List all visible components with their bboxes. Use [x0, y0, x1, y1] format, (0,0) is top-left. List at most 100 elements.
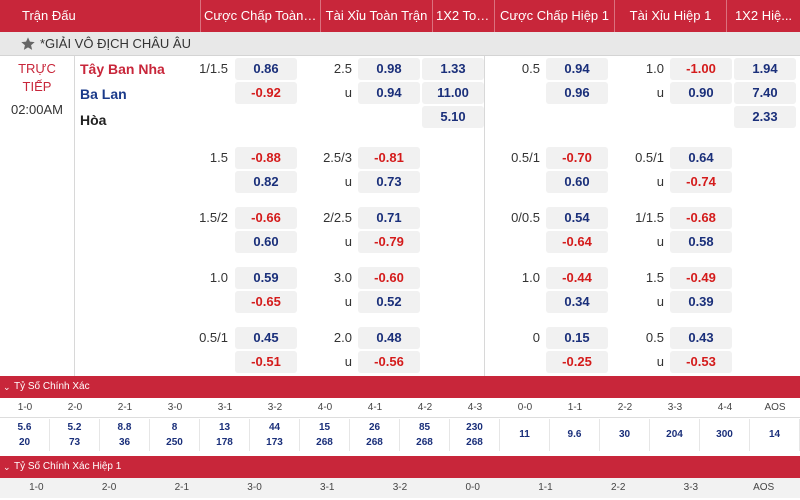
ft-1x2-draw-odd[interactable]: 5.10 — [422, 106, 484, 128]
score-odd[interactable]: 268 — [466, 437, 483, 448]
col-h1-1x2[interactable]: 1X2 Hiệ... — [726, 0, 800, 32]
ft-1x2-away-odd[interactable]: 11.00 — [422, 82, 484, 104]
star-icon[interactable] — [20, 36, 36, 52]
h1-1x2-draw-odd[interactable]: 2.33 — [734, 106, 796, 128]
score-odd[interactable]: 268 — [366, 437, 383, 448]
h1-handicap-home-odd[interactable]: 0.15 — [546, 327, 608, 349]
chevron-down-icon[interactable]: ⌄ — [3, 462, 11, 472]
h1-handicap-away-odd[interactable]: 0.34 — [546, 291, 608, 313]
col-h1-over-under[interactable]: Tài Xỉu Hiệp 1 — [614, 0, 726, 32]
h1-ou-under-odd[interactable]: 0.58 — [670, 231, 732, 253]
h1-handicap-line: 0/0.5 — [511, 210, 540, 225]
col-ft-handicap[interactable]: Cược Chấp Toàn ... — [200, 0, 320, 32]
score-odd[interactable]: 173 — [266, 437, 283, 448]
ft-handicap-home-odd[interactable]: -0.66 — [235, 207, 297, 229]
h1-handicap-away-odd[interactable]: 0.96 — [546, 82, 608, 104]
score-odd-cell[interactable]: 85 268 — [400, 419, 450, 451]
ft-handicap-home-odd[interactable]: 0.45 — [235, 327, 297, 349]
h1-ou-over-odd[interactable]: 0.43 — [670, 327, 732, 349]
correct-score-h1-header[interactable]: ⌄ Tỷ Số Chính Xác Hiệp 1 — [0, 456, 800, 478]
ft-handicap-away-odd[interactable]: 0.60 — [235, 231, 297, 253]
score-odd-cell[interactable]: 204 — [650, 419, 700, 451]
h1-handicap-home-odd[interactable]: 0.94 — [546, 58, 608, 80]
ft-ou-under-odd[interactable]: 0.52 — [358, 291, 420, 313]
league-bar[interactable]: *GIẢI VÔ ĐỊCH CHÂU ÂU — [0, 32, 800, 56]
score-odd[interactable]: 8 — [171, 422, 178, 433]
score-odd[interactable]: 250 — [166, 437, 183, 448]
score-odd-cell[interactable]: 5.6 20 — [0, 419, 50, 451]
ft-handicap-away-odd[interactable]: -0.92 — [235, 82, 297, 104]
score-odd-cell[interactable]: 26 268 — [350, 419, 400, 451]
score-odd-cell[interactable]: 44 173 — [250, 419, 300, 451]
score-odd[interactable]: 36 — [118, 437, 131, 448]
ft-ou-over-odd[interactable]: -0.81 — [358, 147, 420, 169]
score-odd[interactable]: 8.8 — [117, 422, 132, 433]
score-odd[interactable]: 268 — [416, 437, 433, 448]
h1-handicap-away-odd[interactable]: -0.64 — [546, 231, 608, 253]
score-odd[interactable]: 85 — [418, 422, 431, 433]
score-odd[interactable]: 44 — [268, 422, 281, 433]
score-odd-cell[interactable]: 15 268 — [300, 419, 350, 451]
ft-ou-under-label: u — [344, 354, 352, 369]
h1-handicap-home-odd[interactable]: -0.44 — [546, 267, 608, 289]
h1-ou-under-odd[interactable]: 0.90 — [670, 82, 732, 104]
h1-handicap-away-odd[interactable]: -0.25 — [546, 351, 608, 373]
score-odd[interactable]: 20 — [18, 437, 31, 448]
chevron-down-icon[interactable]: ⌄ — [3, 382, 11, 392]
h1-ou-under-odd[interactable]: -0.74 — [670, 171, 732, 193]
score-odd-cell[interactable]: 230 268 — [450, 419, 500, 451]
live-label-2: TIẾP — [22, 79, 52, 94]
h1-ou-over-odd[interactable]: -0.49 — [670, 267, 732, 289]
h1-handicap-home-odd[interactable]: 0.54 — [546, 207, 608, 229]
h1-ou-under-odd[interactable]: -0.53 — [670, 351, 732, 373]
ft-ou-under-odd[interactable]: 0.73 — [358, 171, 420, 193]
score-odd-cell[interactable]: 300 — [700, 419, 750, 451]
ft-ou-over-odd[interactable]: -0.60 — [358, 267, 420, 289]
h1-1x2-home-odd[interactable]: 1.94 — [734, 58, 796, 80]
score-odd-cell[interactable]: 14 — [750, 419, 800, 451]
score-odd-cell[interactable]: 8 250 — [150, 419, 200, 451]
ft-1x2-home-odd[interactable]: 1.33 — [422, 58, 484, 80]
score-odd[interactable]: 5.2 — [67, 422, 82, 433]
ft-ou-under-odd[interactable]: 0.94 — [358, 82, 420, 104]
ft-ou-over-odd[interactable]: 0.98 — [358, 58, 420, 80]
ft-handicap-away-odd[interactable]: -0.51 — [235, 351, 297, 373]
col-h1-handicap[interactable]: Cược Chấp Hiệp 1 — [494, 0, 614, 32]
score-odd[interactable]: 73 — [68, 437, 81, 448]
ft-handicap-home-odd[interactable]: 0.59 — [235, 267, 297, 289]
score-odd[interactable]: 230 — [466, 422, 483, 433]
score-odd-cell[interactable]: 5.2 73 — [50, 419, 100, 451]
col-match[interactable]: Trận Đấu — [22, 8, 76, 23]
ft-handicap-home-odd[interactable]: 0.86 — [235, 58, 297, 80]
h1-1x2-away-odd[interactable]: 7.40 — [734, 82, 796, 104]
ft-handicap-away-odd[interactable]: -0.65 — [235, 291, 297, 313]
score-odd-cell[interactable]: 9.6 — [550, 419, 600, 451]
score-odd[interactable]: 15 — [318, 422, 331, 433]
ft-handicap-away-odd[interactable]: 0.82 — [235, 171, 297, 193]
h1-handicap-home-odd[interactable]: -0.70 — [546, 147, 608, 169]
ft-handicap-home-odd[interactable]: -0.88 — [235, 147, 297, 169]
h1-ou-over-odd[interactable]: 0.64 — [670, 147, 732, 169]
score-odd[interactable]: 26 — [368, 422, 381, 433]
h1-ou-over-odd[interactable]: -1.00 — [670, 58, 732, 80]
score-odd[interactable]: 5.6 — [17, 422, 32, 433]
col-ft-1x2[interactable]: 1X2 Toà... — [432, 0, 494, 32]
score-odd[interactable]: 268 — [316, 437, 333, 448]
ft-ou-over-odd[interactable]: 0.71 — [358, 207, 420, 229]
ft-ou-under-odd[interactable]: -0.79 — [358, 231, 420, 253]
h1-ou-under-odd[interactable]: 0.39 — [670, 291, 732, 313]
col-ft-over-under[interactable]: Tài Xỉu Toàn Trận — [320, 0, 432, 32]
ft-ou-over-odd[interactable]: 0.48 — [358, 327, 420, 349]
ft-handicap-line: 1.0 — [209, 270, 228, 285]
score-odd[interactable]: 13 — [218, 422, 231, 433]
score-odd[interactable]: 178 — [216, 437, 233, 448]
ft-ou-under-odd[interactable]: -0.56 — [358, 351, 420, 373]
h1-ou-over-odd[interactable]: -0.68 — [670, 207, 732, 229]
score-label: 0-0 — [517, 402, 533, 413]
score-odd-cell[interactable]: 30 — [600, 419, 650, 451]
score-odd-cell[interactable]: 13 178 — [200, 419, 250, 451]
correct-score-header[interactable]: ⌄ Tỷ Số Chính Xác — [0, 376, 800, 398]
score-odd-cell[interactable]: 11 — [500, 419, 550, 451]
score-odd-cell[interactable]: 8.8 36 — [100, 419, 150, 451]
h1-handicap-away-odd[interactable]: 0.60 — [546, 171, 608, 193]
